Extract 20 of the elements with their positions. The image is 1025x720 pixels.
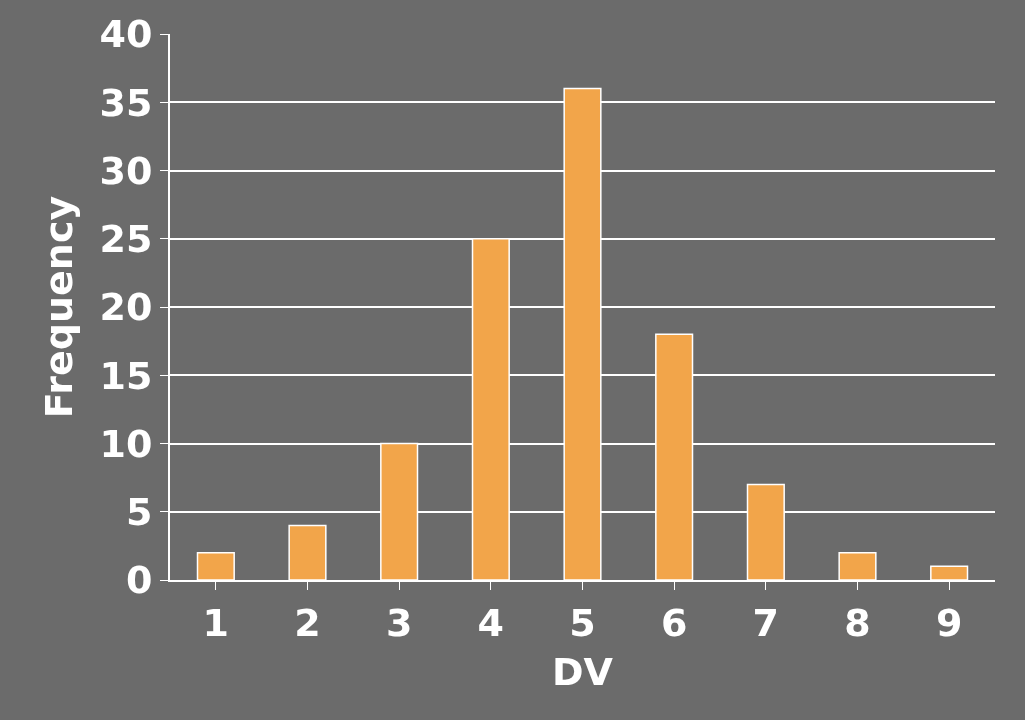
y-tick-label: 5 xyxy=(125,490,153,535)
x-tick-label: 2 xyxy=(294,600,321,645)
x-tick-label: 6 xyxy=(660,600,688,645)
y-tick-label: 30 xyxy=(99,148,153,193)
x-tick-label: 8 xyxy=(844,600,871,645)
x-axis-title: DV xyxy=(552,650,614,695)
x-tick-label: 5 xyxy=(569,600,596,645)
y-tick-label: 35 xyxy=(99,80,153,125)
y-tick-label: 20 xyxy=(99,285,153,330)
y-tick-label: 15 xyxy=(99,353,153,398)
x-tick-label: 7 xyxy=(752,600,780,645)
y-tick-label: 25 xyxy=(99,217,153,262)
y-tick-label: 0 xyxy=(125,558,153,603)
y-axis-title: Frequency xyxy=(37,195,82,419)
y-tick-label: 40 xyxy=(99,12,153,57)
x-tick-label: 4 xyxy=(477,600,505,645)
x-tick-label: 3 xyxy=(385,600,413,645)
x-tick-label: 9 xyxy=(935,600,963,645)
y-tick-label: 10 xyxy=(99,421,153,466)
x-tick-label: 1 xyxy=(202,600,230,645)
